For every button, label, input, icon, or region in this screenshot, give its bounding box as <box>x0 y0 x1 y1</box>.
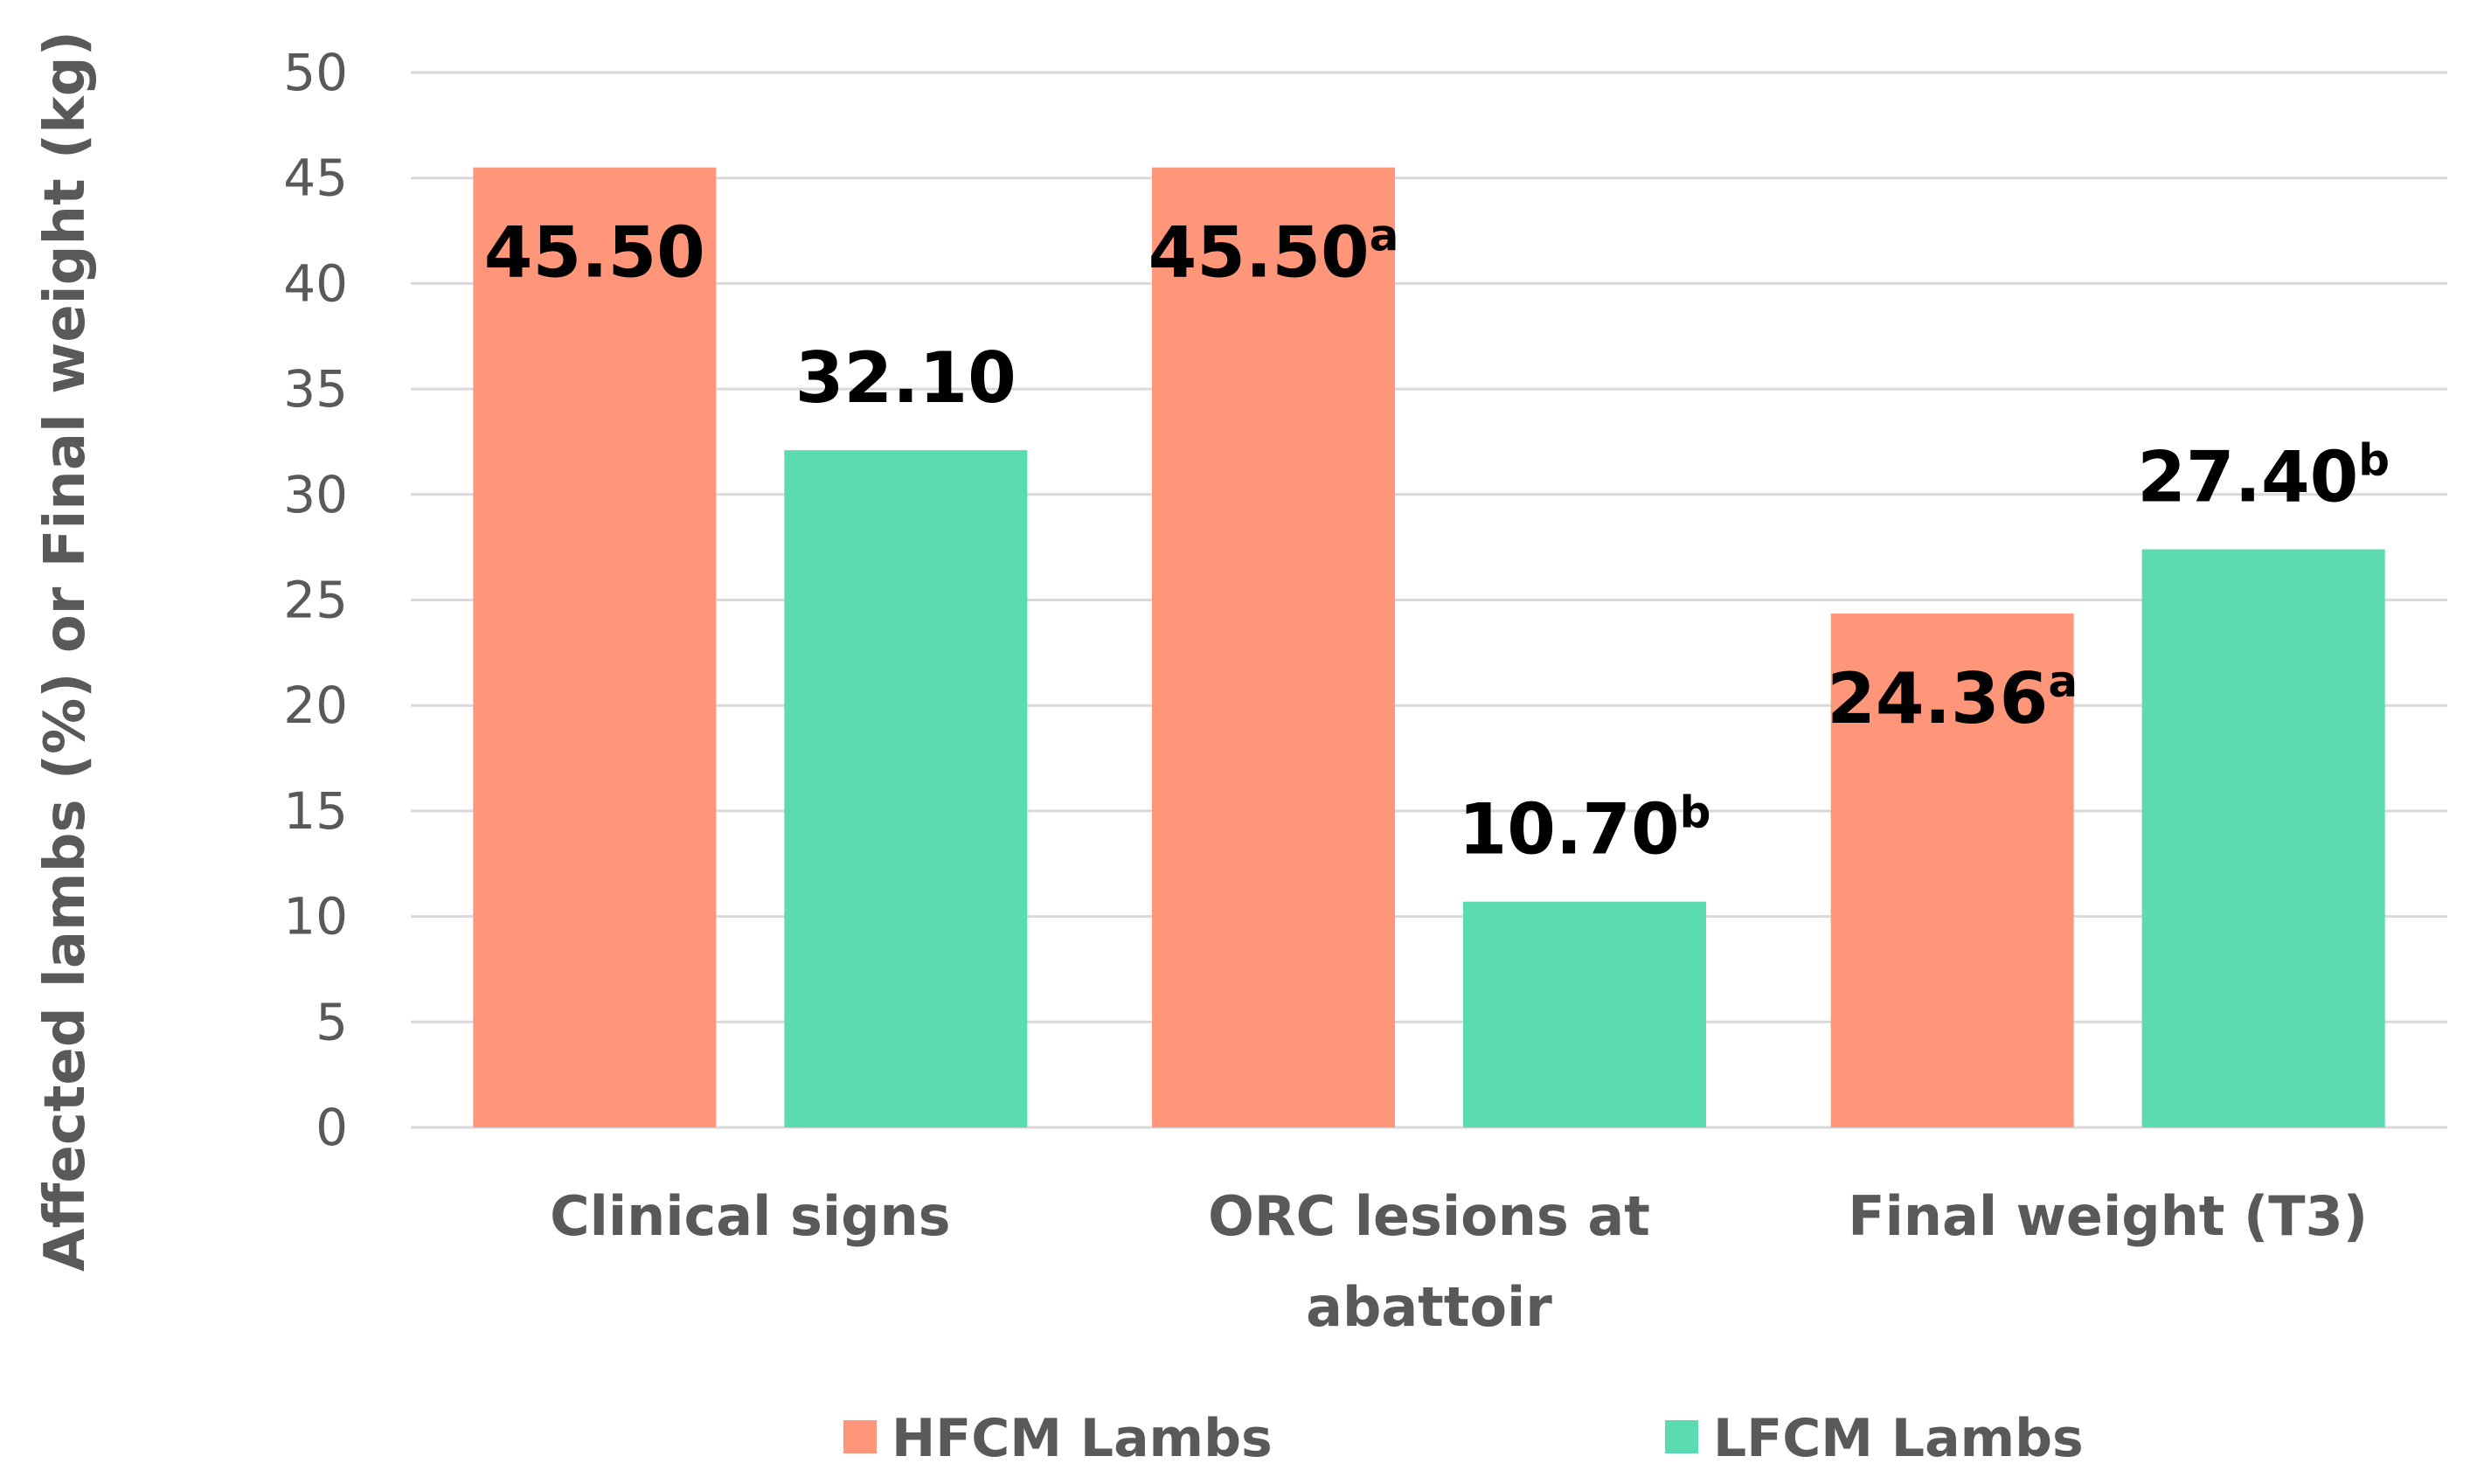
bar-hfcm-lambs <box>473 167 717 1127</box>
data-label-superscript: a <box>1370 211 1399 261</box>
y-tick-label: 15 <box>283 781 348 841</box>
legend-swatch <box>1665 1420 1698 1453</box>
y-tick-label: 25 <box>283 571 348 630</box>
bar-lfcm-lambs <box>784 450 1028 1127</box>
y-tick-label: 35 <box>283 359 348 419</box>
y-tick-label: 20 <box>283 676 348 735</box>
y-tick-label: 5 <box>316 992 348 1051</box>
data-label-superscript: b <box>2358 435 2390 486</box>
y-axis-ticks: 0 5 10 15 20 25 30 35 40 45 50 <box>283 43 348 1157</box>
data-label-value: 45.50 <box>484 212 705 294</box>
legend-label: HFCM Lambs <box>892 1408 1273 1469</box>
bar-lfcm-lambs <box>1463 901 1706 1127</box>
bar-lfcm-lambs <box>2141 549 2385 1127</box>
y-tick-label: 30 <box>283 465 348 524</box>
legend-label: LFCM Lambs <box>1713 1408 2084 1469</box>
data-label: 32.10 <box>795 337 1016 419</box>
gridlines <box>411 71 2447 1129</box>
legend: HFCM Lambs LFCM Lambs <box>843 1408 2084 1469</box>
bars <box>473 167 2385 1127</box>
x-category-label: Clinical signs <box>550 1184 950 1248</box>
y-axis-label: Affected lambs (%) or Final weight (kg) <box>33 31 98 1272</box>
x-category-label: ORC lesions at <box>1208 1184 1650 1248</box>
bar-hfcm-lambs <box>1152 167 1395 1127</box>
data-label-value: 10.70 <box>1459 789 1680 870</box>
data-label-value: 32.10 <box>795 337 1016 419</box>
data-label-value: 45.50 <box>1148 212 1370 294</box>
y-tick-label: 45 <box>283 149 348 208</box>
y-tick-label: 0 <box>316 1098 348 1157</box>
data-label: 24.36a <box>1827 656 2078 739</box>
x-axis-categories: Clinical signs ORC lesions at abattoir Fina… <box>550 1184 2368 1339</box>
data-label: 27.40b <box>2137 435 2390 518</box>
x-category-label: abattoir <box>1306 1275 1552 1339</box>
data-label-superscript: b <box>1680 787 1711 838</box>
data-label-value: 24.36 <box>1827 658 2048 739</box>
data-label: 45.50a <box>1148 211 1399 294</box>
data-label-value: 27.40 <box>2137 437 2358 518</box>
y-tick-label: 50 <box>283 43 348 102</box>
data-label-superscript: a <box>2048 656 2078 707</box>
x-category-label: Final weight (T3) <box>1848 1184 2368 1248</box>
bar-hfcm-lambs <box>1830 613 2074 1127</box>
data-label: 45.50 <box>484 212 705 294</box>
data-label: 10.70b <box>1459 787 1711 870</box>
y-tick-label: 40 <box>283 253 348 313</box>
legend-swatch <box>843 1420 877 1453</box>
y-tick-label: 10 <box>283 887 348 947</box>
